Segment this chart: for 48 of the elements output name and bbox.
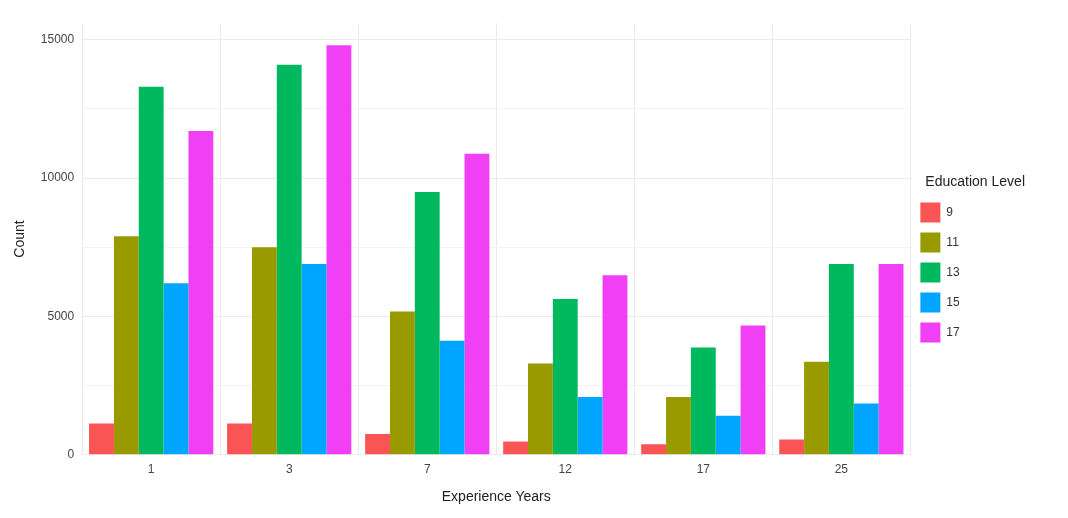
bar [301,263,327,455]
x-tick-label: 7 [423,462,431,477]
bar [138,86,164,455]
legend-label: 13 [946,264,961,279]
legend-label: 15 [946,294,961,309]
bar [251,247,277,455]
bar [503,441,529,455]
bar [715,415,741,455]
y-tick-label: 15000 [40,32,75,47]
bar [740,325,766,455]
y-tick-label: 5000 [47,308,75,323]
bar [188,131,214,455]
legend-title: Education Level [925,173,1026,190]
bar [464,153,490,455]
bar [227,423,252,455]
x-tick-label: 12 [558,462,573,477]
bar [528,363,553,455]
legend-label: 11 [946,234,960,249]
x-tick-label: 17 [696,462,711,477]
bar [602,275,628,455]
y-tick-label: 0 [67,447,75,462]
bar [326,45,352,455]
bar [779,439,805,455]
bar [853,403,879,455]
bar [113,236,139,455]
x-tick-label: 3 [285,462,293,477]
bar [163,283,189,455]
bar [89,423,114,455]
bar [439,340,465,455]
x-tick-label: 25 [834,462,849,477]
bar [276,64,302,455]
x-axis-title: Experience Years [441,488,551,505]
bar [804,361,829,455]
legend-label: 17 [946,324,961,339]
legend-label: 9 [946,204,954,219]
bar [878,263,904,455]
bar [828,263,854,455]
bar [666,396,691,455]
x-tick-label: 1 [147,462,155,477]
bar [365,434,390,455]
bar [414,191,440,455]
bar [552,299,578,455]
y-tick-label: 10000 [40,170,75,185]
bar [389,311,415,455]
y-axis-title: Count [11,220,28,258]
bar [641,444,667,455]
bar [690,347,716,455]
bar [577,396,603,455]
